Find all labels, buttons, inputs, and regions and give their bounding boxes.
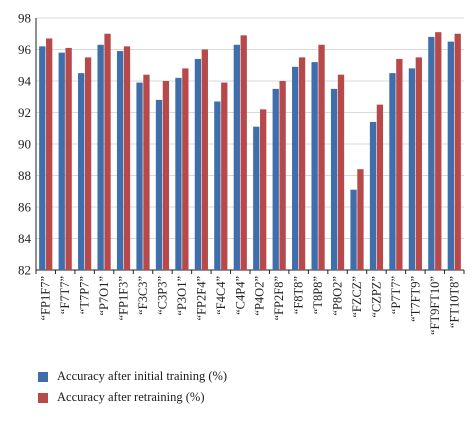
x-tick-label: “P4O2” bbox=[253, 276, 267, 316]
bar-initial-13 bbox=[292, 66, 299, 270]
bar-retraining-16 bbox=[357, 169, 364, 270]
bar-initial-6 bbox=[155, 99, 163, 271]
x-tick-label: “FP1F7” bbox=[39, 276, 53, 320]
x-tick-label: “T7P7” bbox=[78, 276, 92, 314]
bar-initial-10 bbox=[233, 44, 240, 271]
bar-retraining-10 bbox=[240, 35, 247, 271]
bar-initial-3 bbox=[97, 44, 104, 271]
bar-retraining-9 bbox=[221, 82, 228, 270]
x-tick-label: “FP1F3” bbox=[117, 276, 131, 320]
bar-initial-2 bbox=[78, 73, 85, 270]
bar-initial-17 bbox=[369, 121, 377, 270]
x-tick-label: “F8T8” bbox=[292, 276, 306, 314]
y-tick-label: 82 bbox=[18, 263, 31, 278]
bar-initial-18 bbox=[389, 73, 396, 270]
bar-initial-14 bbox=[311, 62, 318, 270]
bar-initial-9 bbox=[214, 101, 221, 270]
y-tick-label: 90 bbox=[18, 137, 31, 152]
legend-item-initial: Accuracy after initial training (%) bbox=[38, 366, 227, 387]
bar-retraining-3 bbox=[104, 33, 111, 270]
bar-retraining-18 bbox=[396, 58, 403, 271]
bar-initial-19 bbox=[408, 68, 416, 271]
bar-initial-12 bbox=[272, 88, 279, 270]
bar-initial-8 bbox=[194, 58, 202, 271]
bar-retraining-1 bbox=[65, 47, 72, 270]
y-tick-label: 92 bbox=[18, 105, 31, 120]
legend-label-initial: Accuracy after initial training (%) bbox=[57, 369, 228, 383]
bar-retraining-5 bbox=[143, 74, 150, 270]
legend-swatch-initial bbox=[38, 371, 48, 382]
x-tick-label: “T7FT9” bbox=[408, 276, 422, 322]
legend-swatch-retraining bbox=[38, 392, 48, 403]
bar-retraining-20 bbox=[435, 32, 442, 270]
bar-initial-5 bbox=[136, 82, 143, 270]
y-tick-label: 96 bbox=[18, 42, 32, 57]
x-tick-label: “F3C3” bbox=[136, 276, 150, 315]
x-tick-label: “T8P8” bbox=[311, 276, 325, 314]
bar-initial-1 bbox=[58, 52, 65, 271]
y-tick-label: 94 bbox=[18, 74, 32, 89]
y-tick-label: 88 bbox=[18, 168, 31, 183]
bar-initial-0 bbox=[39, 46, 46, 270]
x-tick-label: “CZPZ” bbox=[369, 276, 383, 318]
x-tick-label: “F7T7” bbox=[58, 276, 72, 314]
y-tick-label: 84 bbox=[18, 231, 32, 246]
x-tick-label: “P7O1” bbox=[97, 276, 111, 316]
bar-retraining-12 bbox=[279, 81, 286, 270]
bar-initial-15 bbox=[330, 88, 338, 270]
bar-retraining-14 bbox=[318, 44, 325, 271]
bar-initial-7 bbox=[175, 77, 182, 270]
y-tick-label: 98 bbox=[18, 11, 31, 26]
x-tick-label: “FP2F4” bbox=[194, 276, 208, 320]
x-tick-label: “F4C4” bbox=[214, 276, 228, 315]
bar-initial-11 bbox=[253, 126, 260, 270]
x-tick-label: “P7T7” bbox=[389, 276, 403, 314]
legend-item-retraining: Accuracy after retraining (%) bbox=[38, 387, 227, 408]
x-tick-label: “FT10T8” bbox=[447, 276, 461, 328]
legend: Accuracy after initial training (%) Accu… bbox=[38, 366, 227, 408]
bar-retraining-4 bbox=[123, 46, 131, 270]
bar-retraining-17 bbox=[376, 104, 384, 270]
legend-label-retraining: Accuracy after retraining (%) bbox=[57, 390, 205, 404]
x-tick-label: “C4P4” bbox=[233, 276, 247, 315]
bar-initial-20 bbox=[428, 36, 435, 271]
bar-retraining-15 bbox=[337, 74, 345, 270]
y-tick-label: 86 bbox=[18, 200, 32, 215]
bar-initial-16 bbox=[350, 189, 357, 270]
x-tick-label: “P8O2” bbox=[331, 276, 345, 316]
bar-retraining-2 bbox=[84, 57, 92, 270]
bar-retraining-6 bbox=[162, 81, 170, 270]
x-tick-label: “FZCZ” bbox=[350, 276, 364, 318]
bar-retraining-8 bbox=[201, 49, 208, 270]
x-tick-label: “FP2F8” bbox=[272, 276, 286, 320]
bar-retraining-21 bbox=[454, 33, 461, 270]
bar-retraining-0 bbox=[46, 38, 53, 270]
bar-retraining-13 bbox=[298, 57, 306, 270]
bar-initial-21 bbox=[447, 41, 454, 270]
x-tick-label: “P3O1” bbox=[175, 276, 189, 316]
bar-retraining-19 bbox=[415, 57, 422, 270]
x-tick-label: “C3P3” bbox=[155, 276, 169, 315]
bar-retraining-7 bbox=[182, 68, 189, 271]
x-tick-label: “FT9FT10” bbox=[428, 276, 442, 335]
bar-initial-4 bbox=[116, 51, 124, 271]
bar-retraining-11 bbox=[260, 109, 267, 270]
